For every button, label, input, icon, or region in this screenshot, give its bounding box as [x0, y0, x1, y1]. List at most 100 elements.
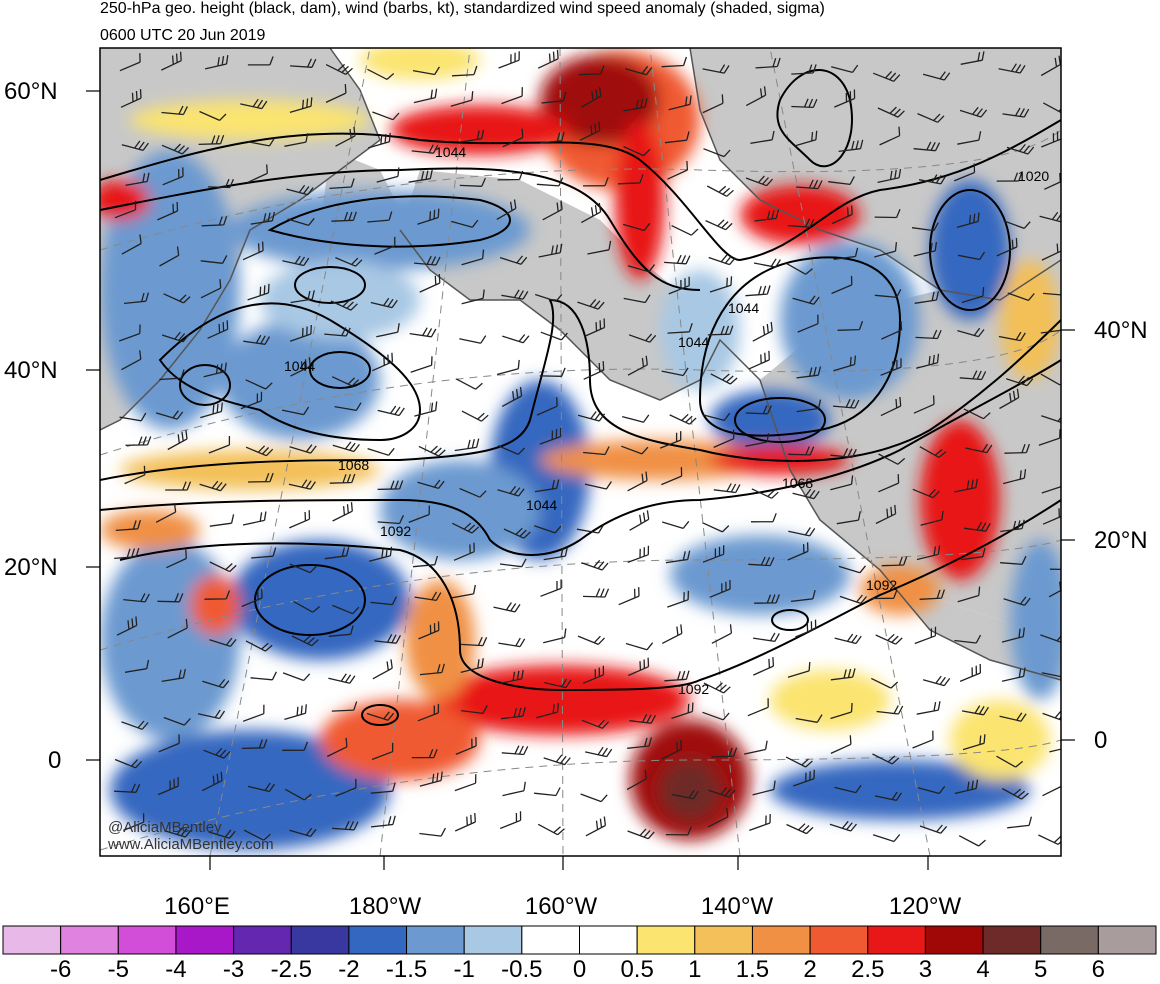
wind-barb: [664, 254, 691, 265]
wind-barb: [829, 820, 858, 832]
colorbar-label: 3: [918, 956, 933, 983]
wind-barb: [787, 542, 809, 561]
wind-barb: [501, 707, 526, 720]
wind-barb: [451, 584, 476, 599]
wind-barb: [161, 143, 190, 155]
colorbar-label: -1: [453, 956, 475, 983]
wind-barb: [579, 121, 601, 141]
wind-barb: [417, 479, 445, 490]
wind-barb: [251, 547, 277, 559]
wind-barb: [501, 386, 523, 407]
lat-label-right: 0: [1094, 727, 1108, 754]
wind-barb: [459, 177, 486, 187]
wind-barb: [1042, 292, 1061, 296]
wind-barb: [745, 175, 774, 187]
wind-barb: [496, 199, 517, 220]
wind-barb: [245, 379, 273, 390]
wind-barb: [250, 671, 277, 681]
wind-barb: [878, 453, 906, 465]
wind-barb: [325, 84, 347, 103]
wind-barb: [667, 590, 690, 608]
wind-barb: [702, 94, 724, 114]
anomaly-shading: [100, 48, 1061, 850]
wind-barb: [662, 520, 690, 530]
wind-barb: [414, 255, 441, 266]
wind-barb: [332, 441, 360, 453]
wind-barb: [913, 395, 935, 414]
wind-barb: [831, 64, 859, 74]
contour-label: 1044: [526, 497, 557, 513]
wind-barb: [412, 555, 439, 568]
wind-barb: [874, 208, 901, 219]
wind-barb: [376, 167, 400, 183]
wind-barb: [786, 823, 814, 835]
wind-barb: [745, 86, 767, 107]
wind-barb: [503, 527, 531, 539]
wind-barb: [410, 356, 433, 373]
wind-barb: [335, 257, 363, 267]
wind-barb: [1005, 375, 1034, 387]
wind-barb: [918, 174, 947, 185]
colorbar-swatch: [636, 925, 696, 955]
wind-barb: [374, 633, 401, 644]
wind-barb: [916, 701, 941, 715]
colorbar-label: 2.5: [851, 956, 885, 983]
wind-barb: [419, 663, 445, 676]
colorbar-swatch: [982, 925, 1042, 955]
wind-barb: [702, 545, 725, 563]
wind-barb: [289, 827, 317, 838]
lon-label: 160°E: [164, 893, 230, 920]
wind-barb: [794, 130, 818, 147]
wind-barb: [625, 642, 654, 651]
wind-barb: [915, 329, 942, 340]
chart-title: 250-hPa geo. height (black, dam), wind (…: [100, 0, 825, 17]
wind-barb: [745, 285, 771, 297]
wind-barb: [913, 141, 941, 152]
wind-barb: [202, 771, 223, 792]
wind-barb: [831, 275, 853, 295]
wind-barb: [496, 359, 520, 376]
wind-barb: [785, 756, 813, 768]
wind-barb: [874, 289, 902, 298]
wind-barb: [370, 596, 398, 606]
wind-barb: [537, 823, 565, 836]
wind-barb: [499, 558, 527, 568]
colorbar-label: 5: [1034, 956, 1048, 983]
wind-barb: [1049, 748, 1061, 753]
wind-barb: [750, 513, 777, 523]
wind-barb: [957, 131, 982, 145]
wind-barb: [159, 369, 185, 381]
wind-barb: [671, 225, 699, 236]
wind-barb: [797, 314, 819, 333]
contour-label: 1068: [338, 457, 369, 473]
wind-barb: [450, 91, 474, 107]
wind-barb: [493, 602, 521, 613]
wind-barb: [787, 661, 811, 678]
wind-barb: [1001, 787, 1029, 800]
wind-barb: [536, 397, 558, 416]
wind-barb: [796, 366, 822, 379]
wind-barb: [623, 294, 651, 304]
wind-barb: [119, 53, 141, 72]
wind-barb: [628, 333, 657, 343]
wind-barb: [914, 291, 940, 304]
wind-barb: [664, 131, 690, 144]
colorbar-swatch: [2, 925, 62, 955]
wind-barb: [628, 657, 650, 677]
wind-barb: [1042, 102, 1061, 114]
wind-barb: [581, 87, 602, 108]
wind-barb: [709, 276, 733, 293]
lat-label-left: 60°N: [4, 78, 58, 105]
wind-barb: [1042, 710, 1061, 721]
lat-label-left: 0: [48, 747, 62, 774]
wind-barb: [114, 200, 137, 219]
wind-barb: [998, 63, 1026, 74]
wind-barb: [536, 703, 560, 719]
plot-frame: [99, 47, 1062, 857]
wind-barb: [627, 355, 648, 376]
wind-barb: [665, 826, 692, 836]
contour-label: 1044: [435, 144, 466, 160]
wind-barb: [1041, 672, 1061, 678]
wind-barb: [713, 483, 741, 494]
